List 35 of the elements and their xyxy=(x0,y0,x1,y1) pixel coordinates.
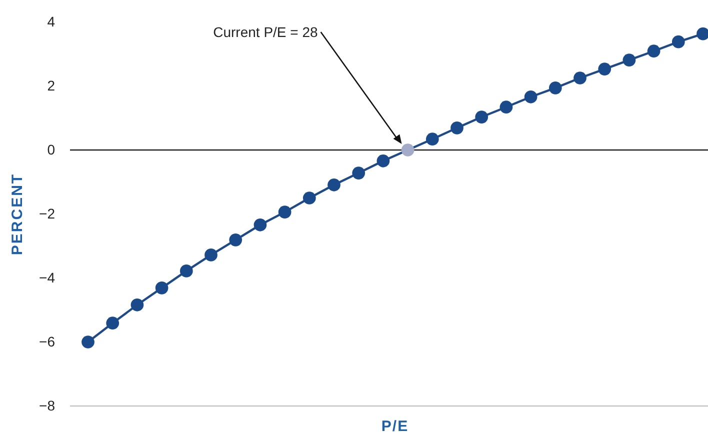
point xyxy=(524,90,538,104)
point xyxy=(622,54,636,66)
y-axis-title: PERCENT xyxy=(9,172,26,256)
point xyxy=(426,132,439,146)
point xyxy=(106,316,120,330)
point xyxy=(155,282,168,294)
point xyxy=(401,144,414,156)
y-tick-label: −2 xyxy=(39,205,56,222)
y-tick-label: −4 xyxy=(39,269,56,286)
point xyxy=(180,264,193,278)
point xyxy=(130,298,144,312)
x-axis-title: P/E xyxy=(381,418,409,435)
y-tick-label: 2 xyxy=(47,77,56,94)
point xyxy=(302,192,316,204)
point xyxy=(672,35,685,48)
y-tick-label: 0 xyxy=(47,141,56,158)
annotation: Current P/E = 28 xyxy=(213,24,318,40)
point xyxy=(352,166,366,180)
point xyxy=(548,82,562,94)
point xyxy=(475,110,488,124)
point xyxy=(204,248,218,262)
y-tick-label: −8 xyxy=(39,397,56,414)
point xyxy=(82,336,94,348)
point xyxy=(647,44,660,58)
point xyxy=(328,178,340,192)
point xyxy=(278,206,292,218)
point xyxy=(254,218,267,232)
point xyxy=(598,62,612,76)
point xyxy=(574,72,586,84)
y-tick-label: −6 xyxy=(39,333,56,350)
point xyxy=(376,154,390,168)
point xyxy=(500,100,513,114)
point xyxy=(450,122,464,134)
point xyxy=(229,234,242,246)
y-tick-label: 4 xyxy=(47,13,56,30)
